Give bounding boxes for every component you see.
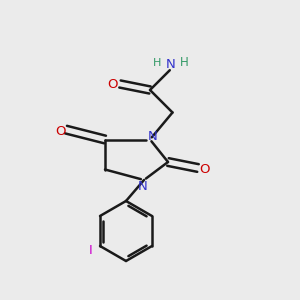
Text: N: N — [166, 58, 176, 71]
Text: I: I — [89, 244, 93, 257]
Text: N: N — [148, 130, 158, 143]
Text: O: O — [107, 77, 118, 91]
Text: H: H — [153, 58, 162, 68]
Text: N: N — [138, 179, 147, 193]
Text: H: H — [180, 56, 189, 70]
Text: O: O — [199, 163, 209, 176]
Text: O: O — [55, 124, 65, 138]
